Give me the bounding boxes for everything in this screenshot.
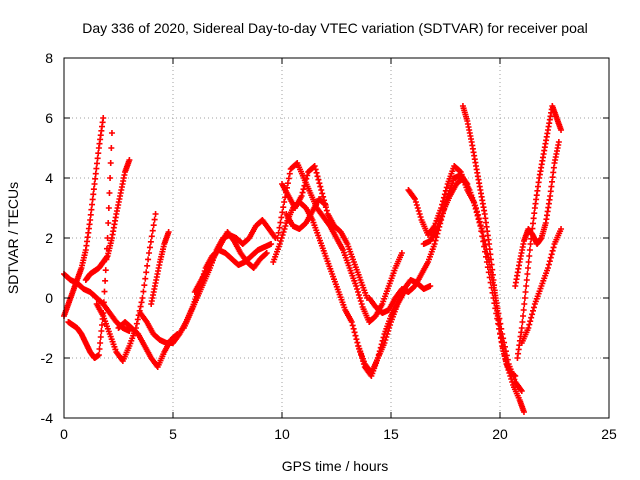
- series-sat-d: [93, 211, 159, 364]
- marker-cluster: [366, 172, 471, 316]
- series-sat-t: [512, 139, 562, 289]
- x-tick-label: 5: [169, 426, 177, 442]
- marker-cluster: [512, 139, 562, 289]
- y-axis-label: SDTVAR / TECUs: [5, 182, 21, 294]
- y-tick-label: 0: [45, 290, 53, 306]
- x-tick-label: 10: [274, 426, 290, 442]
- series-sat-n: [283, 196, 329, 232]
- marker-cluster: [283, 196, 329, 232]
- x-tick-label: 15: [383, 426, 399, 442]
- marker-cluster: [518, 226, 565, 346]
- marker-cluster: [459, 103, 519, 379]
- x-axis-label: GPS time / hours: [282, 458, 389, 474]
- y-tick-label: 8: [45, 50, 53, 66]
- y-tick-label: 4: [45, 170, 53, 186]
- marker-cluster: [279, 163, 371, 301]
- marker-cluster: [93, 211, 159, 364]
- x-tick-label: 25: [601, 426, 617, 442]
- marker-cluster: [137, 241, 275, 346]
- x-axis-ticks: 0 5 10 15 20 25: [60, 58, 617, 442]
- marker-cluster: [82, 157, 133, 283]
- series-sat-r: [459, 103, 519, 379]
- y-tick-label: -2: [41, 350, 54, 366]
- y-tick-label: 2: [45, 230, 53, 246]
- series-sat-q: [420, 175, 525, 394]
- y-axis-ticks: -4 -2 0 2 4 6 8: [41, 50, 609, 426]
- x-tick-label: 0: [60, 426, 68, 442]
- marker-cluster: [148, 229, 172, 307]
- y-tick-label: 6: [45, 110, 53, 126]
- series-sat-j: [191, 229, 270, 295]
- y-tick-label: -4: [41, 410, 54, 426]
- data-markers: [61, 103, 565, 415]
- marker-cluster: [355, 289, 408, 376]
- series-sat-e: [82, 157, 133, 283]
- series-sat-o: [355, 289, 408, 376]
- chart-title: Day 336 of 2020, Sidereal Day-to-day VTE…: [82, 20, 588, 36]
- series-sat-v: [366, 172, 471, 316]
- series-sat-g: [148, 229, 172, 307]
- series-sat-u: [518, 226, 565, 346]
- series-sat-h: [137, 241, 275, 346]
- marker-cluster: [420, 175, 525, 394]
- series-sat-m: [279, 163, 371, 301]
- marker-cluster: [191, 229, 270, 295]
- x-tick-label: 20: [492, 426, 508, 442]
